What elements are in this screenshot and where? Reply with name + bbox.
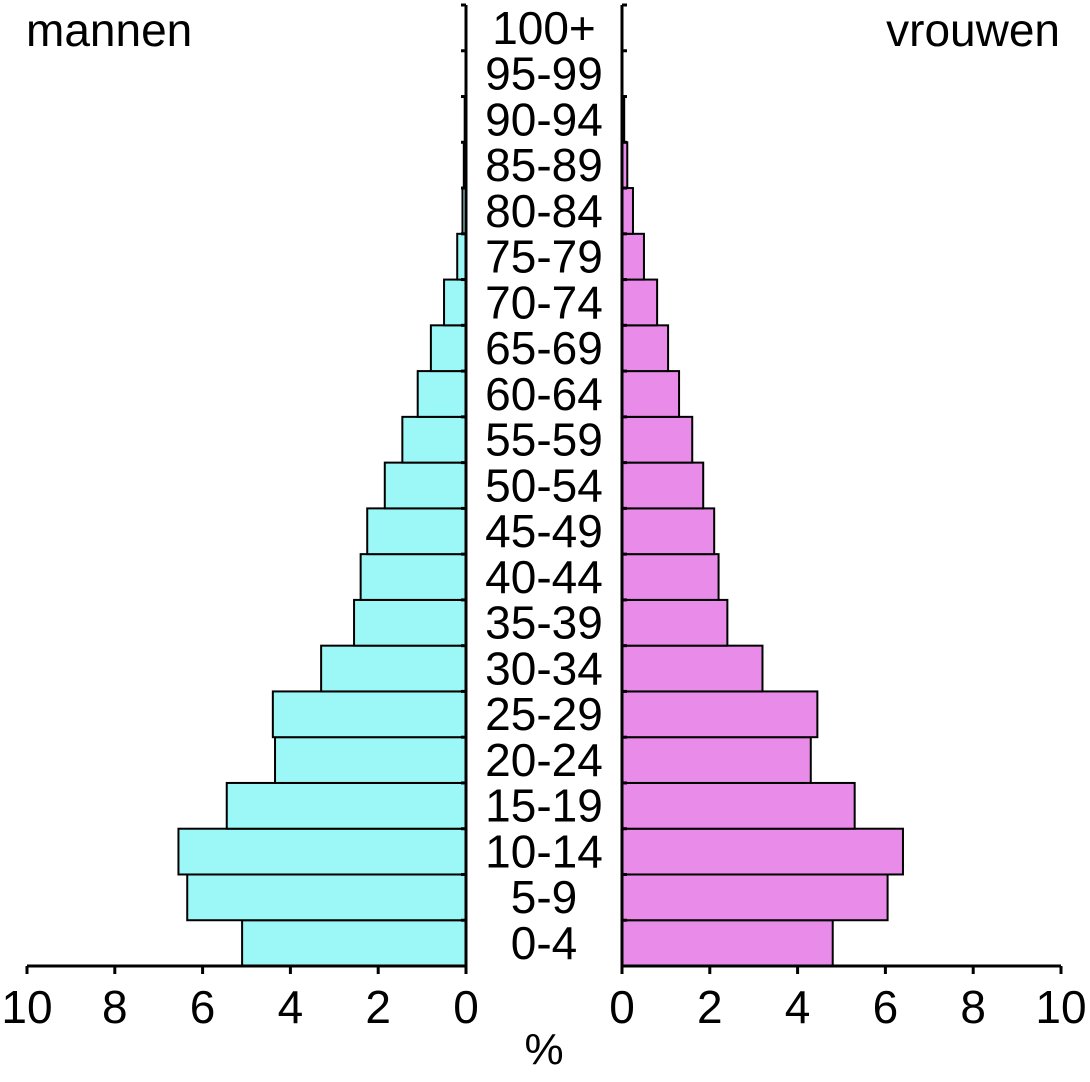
bar-mannen-25-29 (271, 690, 467, 739)
bar-mannen-60-64 (416, 370, 467, 418)
age-label-75-79: 75-79 (485, 231, 603, 283)
age-label-35-39: 35-39 (485, 597, 603, 649)
bar-mannen-55-59 (401, 415, 467, 464)
age-label-0-4: 0-4 (511, 917, 577, 969)
bar-vrouwen-10-14 (621, 827, 904, 876)
x-tick-label-mannen-10: 10 (1, 981, 52, 1033)
bar-vrouwen-70-74 (621, 278, 659, 327)
x-tick-label-vrouwen-2: 2 (697, 981, 723, 1033)
bar-mannen-15-19 (225, 781, 467, 830)
bar-vrouwen-50-54 (621, 461, 705, 510)
age-label-25-29: 25-29 (485, 688, 603, 740)
bar-vrouwen-25-29 (621, 690, 819, 739)
vrouwen-bars (621, 49, 904, 968)
age-label-20-24: 20-24 (485, 734, 603, 786)
x-tick-label-mannen-8: 8 (102, 981, 128, 1033)
age-label-80-84: 80-84 (485, 185, 603, 237)
bar-mannen-40-44 (359, 553, 468, 601)
age-label-55-59: 55-59 (485, 414, 603, 466)
bar-vrouwen-55-59 (621, 415, 694, 464)
x-tick-label-mannen-6: 6 (190, 981, 216, 1033)
bar-vrouwen-30-34 (621, 644, 764, 693)
bar-mannen-45-49 (366, 507, 468, 556)
x-tick-label-vrouwen-10: 10 (1035, 981, 1086, 1033)
x-tick-label-vrouwen-6: 6 (873, 981, 899, 1033)
bar-mannen-0-4 (241, 919, 467, 968)
bar-vrouwen-0-4 (621, 919, 834, 968)
x-tick-label-vrouwen-0: 0 (609, 981, 635, 1033)
x-tick-label-mannen-0: 0 (453, 981, 479, 1033)
x-tick-label-mannen-2: 2 (365, 981, 391, 1033)
bar-vrouwen-45-49 (621, 507, 716, 556)
age-label-60-64: 60-64 (485, 368, 603, 420)
bar-vrouwen-5-9 (621, 873, 889, 922)
x-tick-label-vrouwen-4: 4 (785, 981, 811, 1033)
age-label-65-69: 65-69 (485, 322, 603, 374)
bar-vrouwen-65-69 (621, 324, 670, 373)
bar-vrouwen-20-24 (621, 736, 812, 784)
age-label-85-89: 85-89 (485, 139, 603, 191)
axes: 0 0 2 2 4 4 6 6 8 8 10 10 (1, 3, 1087, 1033)
age-label-45-49: 45-49 (485, 505, 603, 557)
bar-vrouwen-35-39 (621, 598, 729, 647)
bar-mannen-20-24 (274, 736, 467, 784)
age-label-5-9: 5-9 (511, 871, 577, 923)
right-side-label: vrouwen (886, 4, 1060, 56)
age-label-95-99: 95-99 (485, 48, 603, 100)
x-axis-unit-label: % (524, 1025, 563, 1074)
bar-vrouwen-15-19 (621, 781, 856, 830)
age-label-100+: 100+ (492, 2, 596, 54)
bar-vrouwen-80-84 (621, 187, 634, 235)
age-label-40-44: 40-44 (485, 551, 603, 603)
age-label-15-19: 15-19 (485, 780, 603, 832)
age-label-30-34: 30-34 (485, 642, 603, 694)
bar-mannen-65-69 (429, 324, 468, 373)
age-label-70-74: 70-74 (485, 276, 603, 328)
bar-vrouwen-40-44 (621, 553, 720, 601)
bar-mannen-35-39 (353, 598, 467, 647)
bar-mannen-10-14 (177, 827, 468, 876)
age-group-labels: 0-45-910-1415-1920-2425-2930-3435-3940-4… (485, 2, 603, 969)
bar-mannen-50-54 (383, 461, 467, 510)
bar-mannen-70-74 (443, 278, 467, 327)
x-tick-label-vrouwen-8: 8 (960, 981, 986, 1033)
age-label-90-94: 90-94 (485, 93, 603, 145)
x-tick-label-mannen-4: 4 (278, 981, 304, 1033)
bar-vrouwen-60-64 (621, 370, 681, 418)
bar-mannen-30-34 (320, 644, 467, 693)
bar-vrouwen-75-79 (621, 232, 645, 281)
age-label-10-14: 10-14 (485, 825, 603, 877)
age-label-50-54: 50-54 (485, 459, 603, 511)
mannen-bars (177, 49, 468, 968)
left-side-label: mannen (26, 4, 192, 56)
bar-mannen-5-9 (186, 873, 468, 922)
